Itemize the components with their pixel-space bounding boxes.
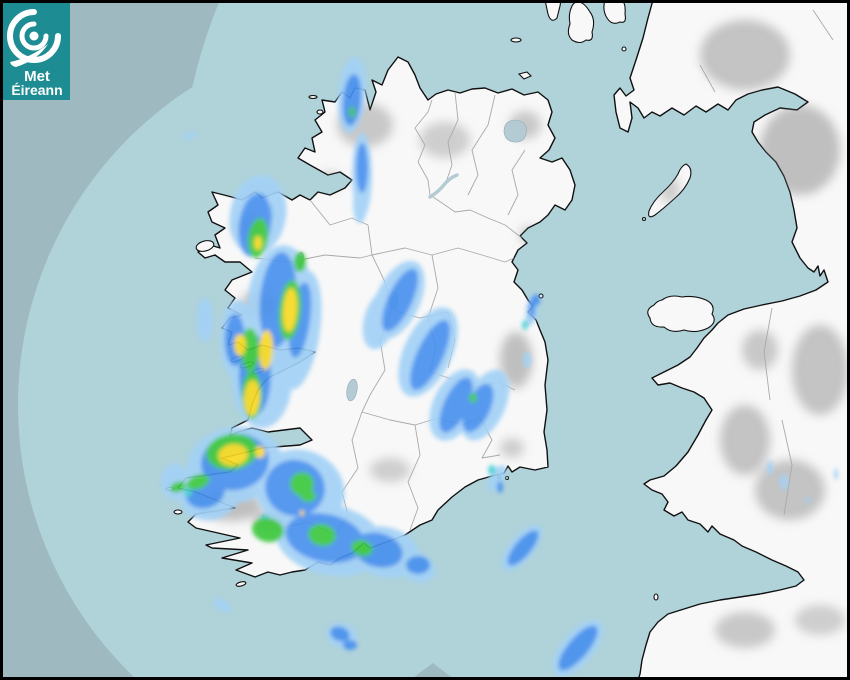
radar-coverage-gap-wedge (410, 663, 455, 680)
calf-of-man-island (641, 216, 647, 222)
logo-text-line2: Éireann (11, 82, 62, 98)
lough-neagh (503, 119, 527, 143)
land-bute-island (603, 0, 626, 24)
rain-echoes (161, 57, 838, 677)
lough-derg (346, 378, 358, 402)
lough-erne (428, 173, 459, 199)
logo-text-line1: Met (24, 68, 50, 85)
land-anglesey-island (647, 295, 715, 333)
rain-very-heavy (218, 236, 304, 516)
land-kintyre-tip (544, 0, 562, 21)
met-eireann-logo: Met Éireann (3, 3, 70, 100)
met-eireann-swirl-icon (7, 9, 61, 67)
ailsa-craig-island (621, 46, 627, 52)
